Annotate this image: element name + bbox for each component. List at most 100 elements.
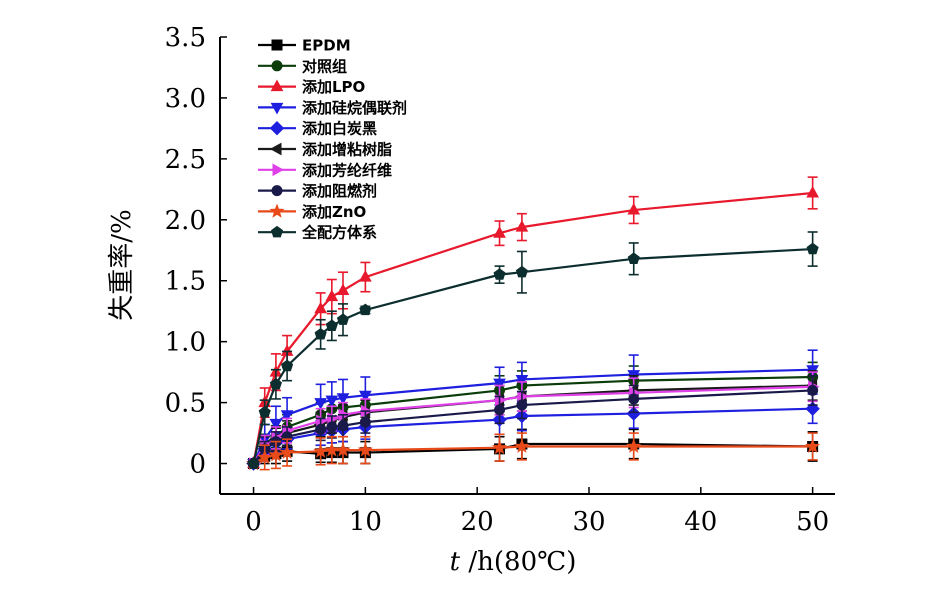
data-point bbox=[268, 447, 284, 462]
data-point bbox=[257, 449, 273, 464]
data-point bbox=[269, 377, 282, 390]
y-tick-label: 2.0 bbox=[165, 206, 206, 236]
legend-item: 添加LPO bbox=[258, 78, 365, 96]
series-10 bbox=[247, 231, 819, 469]
data-point bbox=[359, 416, 371, 428]
x-axis-label-rest: /h(80℃) bbox=[460, 547, 576, 577]
data-point bbox=[626, 438, 642, 453]
legend-marker bbox=[271, 39, 283, 51]
data-point bbox=[313, 443, 329, 458]
data-point bbox=[247, 457, 260, 469]
y-tick-label: 0 bbox=[189, 450, 206, 480]
data-point bbox=[337, 420, 349, 432]
data-point bbox=[258, 405, 271, 418]
data-point bbox=[628, 393, 640, 405]
data-point bbox=[269, 418, 283, 431]
data-point bbox=[514, 438, 530, 453]
data-point bbox=[336, 393, 350, 405]
data-point bbox=[807, 384, 819, 396]
data-point bbox=[493, 378, 506, 391]
legend-label: 添加LPO bbox=[302, 78, 365, 96]
data-point bbox=[359, 270, 372, 282]
series-line bbox=[252, 191, 813, 464]
data-point bbox=[335, 442, 351, 457]
data-point bbox=[314, 301, 327, 314]
legend-label: 添加ZnO bbox=[302, 203, 366, 221]
x-tick-label: 50 bbox=[796, 507, 829, 537]
legend-item: 添加增粘树脂 bbox=[258, 141, 392, 159]
legend-item: EPDM bbox=[258, 37, 351, 55]
y-axis-label: 失重率/% bbox=[107, 209, 137, 320]
data-point bbox=[517, 390, 529, 403]
legend-item: 对照组 bbox=[258, 57, 347, 75]
data-point bbox=[494, 404, 506, 416]
legend-marker bbox=[269, 142, 282, 156]
y-tick-label: 2.5 bbox=[165, 145, 206, 175]
x-tick-label: 30 bbox=[572, 507, 605, 537]
legend-label: 对照组 bbox=[302, 57, 347, 75]
data-point bbox=[314, 398, 327, 410]
data-point bbox=[515, 265, 528, 278]
series-layer bbox=[246, 176, 821, 471]
legend-marker bbox=[269, 203, 285, 218]
legend-label: EPDM bbox=[302, 37, 351, 55]
series-9 bbox=[246, 432, 821, 471]
legend-item: 全配方体系 bbox=[258, 224, 377, 242]
y-tick-label: 1.0 bbox=[165, 328, 206, 358]
legend-item: 添加阻燃剂 bbox=[258, 182, 377, 200]
data-point bbox=[359, 390, 372, 403]
data-point bbox=[315, 423, 327, 435]
data-point bbox=[806, 242, 819, 255]
data-point bbox=[516, 399, 528, 411]
legend-label: 添加增粘树脂 bbox=[302, 141, 392, 159]
data-point bbox=[626, 406, 641, 421]
legend-label: 添加硅烷偶联剂 bbox=[302, 99, 407, 117]
data-point bbox=[627, 203, 641, 215]
data-point bbox=[326, 421, 338, 433]
axes: 0 0.5 1.0 1.5 2.0 2.5 3.0 3.5 0 10 20 30 40 50 bbox=[165, 23, 835, 537]
data-point bbox=[336, 283, 350, 295]
x-axis-label-italic: t bbox=[450, 547, 461, 577]
data-point bbox=[281, 359, 294, 372]
data-point bbox=[314, 327, 327, 340]
legend-item: 添加白炭黑 bbox=[258, 120, 377, 138]
legend-label: 添加白炭黑 bbox=[302, 120, 377, 138]
data-point bbox=[325, 289, 339, 302]
x-axis-label: t /h(80℃) bbox=[450, 547, 577, 577]
y-tick-label: 3.5 bbox=[165, 23, 206, 53]
y-tick-label: 0.5 bbox=[165, 389, 206, 419]
data-point bbox=[515, 374, 529, 387]
data-point bbox=[280, 410, 294, 422]
legend-marker bbox=[272, 163, 285, 177]
data-point bbox=[279, 444, 295, 459]
data-point bbox=[336, 313, 350, 325]
axis-labels: t /h(80℃) 失重率/% bbox=[107, 209, 576, 577]
legend-item: 添加硅烷偶联剂 bbox=[258, 99, 407, 117]
x-tick-label: 0 bbox=[245, 507, 262, 537]
data-point bbox=[495, 393, 507, 407]
data-point bbox=[492, 439, 508, 455]
legend-item: 添加ZnO bbox=[258, 203, 366, 221]
data-point bbox=[359, 303, 372, 316]
data-point bbox=[805, 438, 821, 453]
data-point bbox=[325, 395, 339, 408]
y-tick-label: 1.5 bbox=[165, 267, 206, 297]
legend-marker bbox=[271, 185, 283, 197]
data-point bbox=[493, 268, 506, 280]
legend-marker bbox=[270, 225, 284, 238]
data-point bbox=[627, 252, 640, 264]
x-tick-label: 10 bbox=[349, 507, 382, 537]
legend-label: 添加芳纶纤维 bbox=[302, 161, 392, 179]
y-tick-label: 3.0 bbox=[165, 84, 206, 114]
data-point bbox=[357, 442, 373, 457]
legend-marker bbox=[269, 120, 285, 136]
legend-label: 全配方体系 bbox=[301, 224, 377, 242]
legend-marker bbox=[270, 102, 284, 115]
data-point bbox=[325, 319, 338, 331]
legend-label: 添加阻燃剂 bbox=[302, 182, 377, 200]
legend-marker bbox=[270, 79, 284, 92]
x-tick-label: 20 bbox=[461, 507, 494, 537]
data-point bbox=[493, 226, 506, 238]
data-point bbox=[515, 220, 529, 232]
